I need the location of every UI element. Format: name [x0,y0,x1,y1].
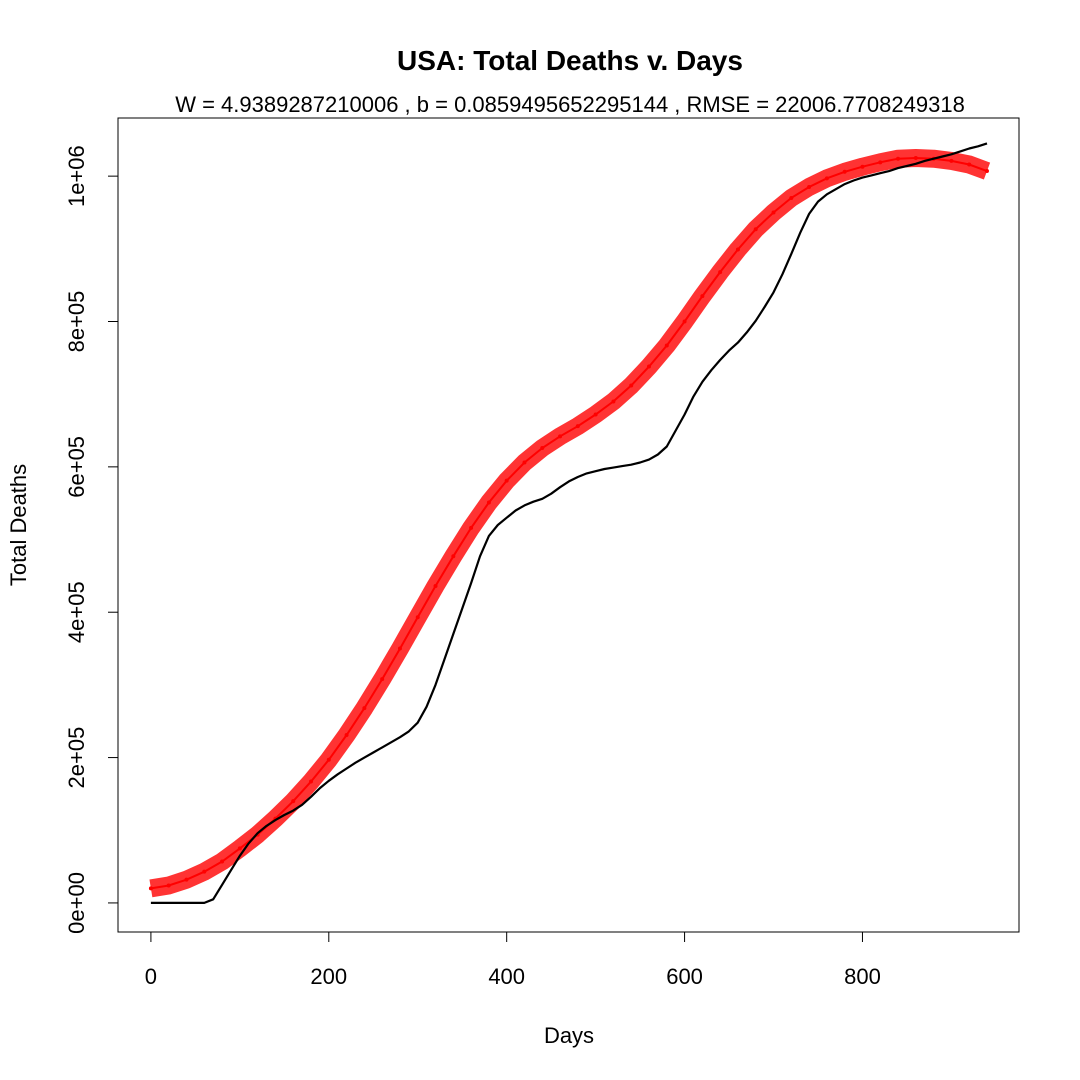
fitted-point [646,364,651,369]
y-tick-label: 4e+05 [64,581,89,643]
fitted-point [807,185,812,190]
fitted-point [202,869,207,874]
y-tick-label: 0e+00 [64,872,89,934]
fitted-point [309,779,314,784]
y-tick-label: 2e+05 [64,727,89,789]
x-tick-label: 0 [145,964,157,989]
fitted-point [984,169,989,174]
fitted-point [913,155,918,160]
fitted-point [148,886,153,891]
fitted-point [237,846,242,851]
fitted-point [540,445,545,450]
fitted-point [344,733,349,738]
fitted-point [504,478,509,483]
fitted-point [575,424,580,429]
fitted-point [789,195,794,200]
y-tick-label: 6e+05 [64,436,89,498]
fitted-point [878,160,883,165]
fitted-point [682,319,687,324]
chart-subtitle: W = 4.9389287210006 , b = 0.085949565229… [175,92,965,117]
fitted-point [362,706,367,711]
plot-area-frame [117,117,1020,933]
x-tick-label: 800 [844,964,881,989]
fitted-point [558,434,563,439]
fitted-point [380,677,385,682]
fitted-point [771,210,776,215]
fitted-point [522,460,527,465]
fitted-curve-line [150,156,988,890]
y-tick-label: 1e+06 [64,145,89,207]
y-axis-title: Total Deaths [6,464,31,586]
fitted-point [326,757,331,762]
x-tick-label: 600 [666,964,703,989]
fitted-point [184,877,189,882]
x-axis-title: Days [544,1023,594,1048]
y-axis: 0e+00 2e+05 4e+05 6e+05 8e+05 1e+06 [64,145,119,934]
fitted-point [753,227,758,232]
fitted-point [611,399,616,404]
chart-title: USA: Total Deaths v. Days [397,45,743,76]
fitted-point [291,799,296,804]
fitted-curve-band [149,149,991,898]
y-tick-label: 8e+05 [64,291,89,353]
fitted-point [700,294,705,299]
fitted-point [860,164,865,169]
series-layer [148,142,991,904]
fitted-point [718,270,723,275]
fitted-point [433,584,438,589]
x-axis: 0 200 400 600 800 [145,931,881,989]
fitted-point [842,169,847,174]
fitted-point [824,176,829,181]
x-tick-label: 200 [310,964,347,989]
fitted-point [949,158,954,163]
fitted-point [629,383,634,388]
x-tick-label: 400 [488,964,525,989]
fitted-point [415,615,420,620]
fitted-point [220,859,225,864]
fitted-point [896,156,901,161]
fitted-point [397,646,402,651]
fitted-point [664,343,669,348]
fitted-point [967,162,972,167]
fitted-point [486,500,491,505]
fitted-point [593,412,598,417]
actual-deaths-line [150,142,988,904]
fitted-point [166,883,171,888]
fitted-point [469,525,474,530]
fitted-point [451,554,456,559]
fitted-point [735,247,740,252]
